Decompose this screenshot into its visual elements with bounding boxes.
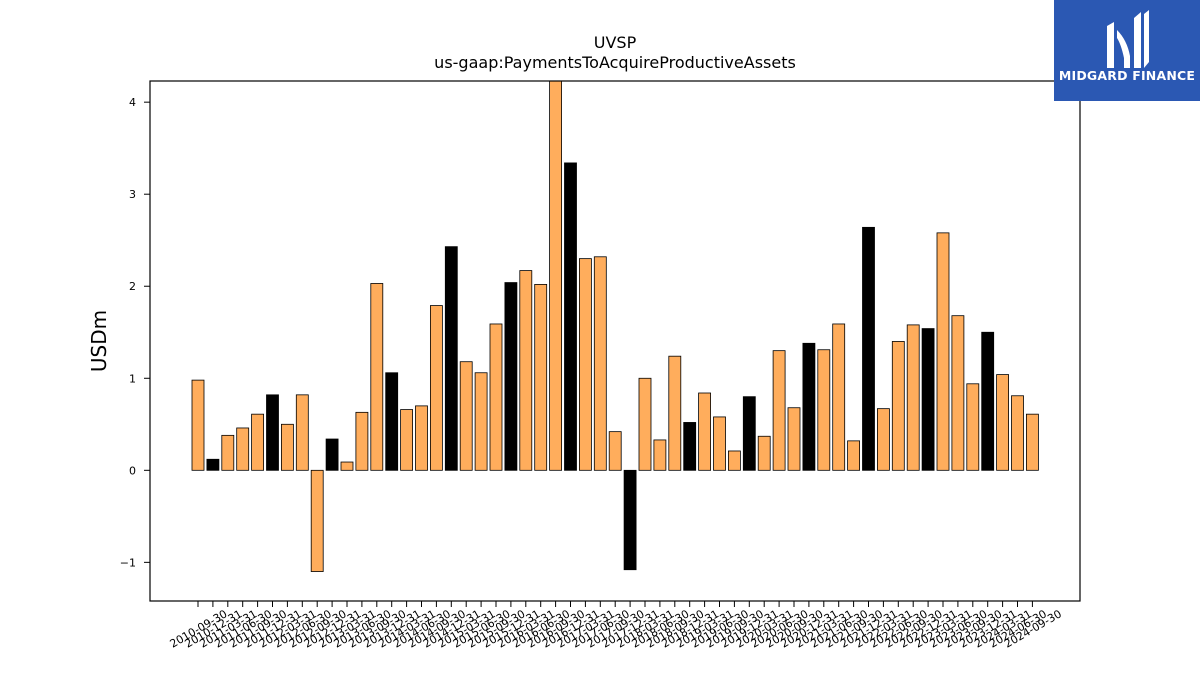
bar-2017-09-30: [608, 431, 622, 471]
bar-2019-06-30: [713, 416, 726, 471]
bar-2010-09-30: [191, 379, 205, 471]
bar-2012-09-30: [310, 469, 324, 572]
bar-2014-12-31: [444, 246, 458, 471]
bars-group: [191, 80, 1039, 572]
bar-2015-09-30: [489, 323, 503, 471]
bar-2022-03-31: [877, 408, 890, 471]
bar-2023-09-30: [966, 383, 980, 471]
plot-frame: [149, 80, 1081, 602]
bar-2012-06-30: [295, 394, 309, 471]
chart-subtitle: us-gaap:PaymentsToAcquireProductiveAsset…: [434, 53, 796, 72]
bar-2016-03-31: [519, 270, 533, 471]
y-tick-label: 0: [129, 464, 136, 477]
y-tick-label: 4: [129, 96, 136, 109]
bar-2024-06-30: [1011, 395, 1024, 471]
bar-2022-09-30: [906, 324, 920, 471]
bar-2015-12-31: [504, 282, 518, 471]
bar-2021-12-31: [862, 226, 875, 471]
y-axis-ticks: −1 0 1 2 3 4: [120, 96, 150, 569]
bar-2018-09-30: [668, 355, 682, 471]
bar-2017-03-31: [579, 258, 592, 471]
bar-2011-03-31: [221, 434, 235, 471]
bar-2012-12-31: [325, 438, 339, 471]
bar-2013-12-31: [385, 372, 399, 471]
bar-2016-06-30: [534, 283, 548, 471]
bar-2023-03-31: [936, 232, 950, 471]
bar-2023-12-31: [981, 331, 995, 471]
bar-2013-06-30: [355, 411, 369, 471]
y-tick-label: −1: [120, 556, 136, 569]
bar-2013-09-30: [370, 283, 384, 471]
bar-2011-09-30: [251, 413, 265, 471]
bar-2024-09-30: [1026, 413, 1039, 471]
bar-2018-06-30: [653, 439, 667, 471]
bar-2022-12-31: [921, 328, 935, 471]
bar-2015-06-30: [474, 372, 488, 471]
bar-2019-12-31: [742, 396, 756, 471]
bar-2013-03-31: [340, 461, 354, 471]
brand-logo: MIDGARD FINANCE: [1054, 0, 1200, 101]
bar-2014-09-30: [429, 305, 443, 471]
bar-2014-03-31: [400, 409, 414, 471]
bar-2020-12-31: [802, 342, 816, 471]
bar-2012-03-31: [280, 423, 294, 471]
bar-2019-03-31: [698, 392, 711, 471]
logo-text: MIDGARD FINANCE: [1058, 68, 1196, 83]
bar-2021-03-31: [817, 349, 831, 471]
bar-2020-09-30: [787, 407, 801, 471]
bar-2023-06-30: [951, 315, 965, 471]
y-tick-label: 3: [129, 188, 136, 201]
bar-2019-09-30: [728, 450, 741, 471]
midgard-logo-icon: [1107, 10, 1149, 68]
y-tick-label: 2: [129, 280, 136, 293]
bar-2020-03-31: [757, 435, 771, 471]
bar-2016-09-30: [549, 80, 562, 471]
bar-2011-12-31: [266, 394, 279, 471]
bar-2024-03-31: [996, 374, 1009, 471]
bar-2016-12-31: [564, 162, 577, 471]
y-tick-label: 1: [129, 372, 136, 385]
bar-2017-12-31: [623, 469, 637, 571]
bar-2010-12-31: [206, 458, 220, 471]
bar-2022-06-30: [891, 341, 905, 471]
bar-2015-03-31: [459, 361, 473, 471]
bar-2011-06-30: [236, 427, 250, 471]
y-axis-label: USDm: [87, 310, 111, 372]
x-axis-ticks: 2010-09-302010-12-312011-03-312011-06-30…: [168, 601, 1064, 651]
bar-2020-06-30: [772, 350, 786, 471]
bar-2017-06-30: [593, 256, 607, 471]
bar-2018-12-31: [683, 422, 697, 471]
bar-2014-06-30: [415, 405, 428, 471]
bar-2021-09-30: [847, 440, 860, 471]
chart-title: UVSP: [594, 33, 637, 52]
bar-2018-03-31: [638, 377, 652, 471]
bar-2021-06-30: [832, 323, 846, 471]
